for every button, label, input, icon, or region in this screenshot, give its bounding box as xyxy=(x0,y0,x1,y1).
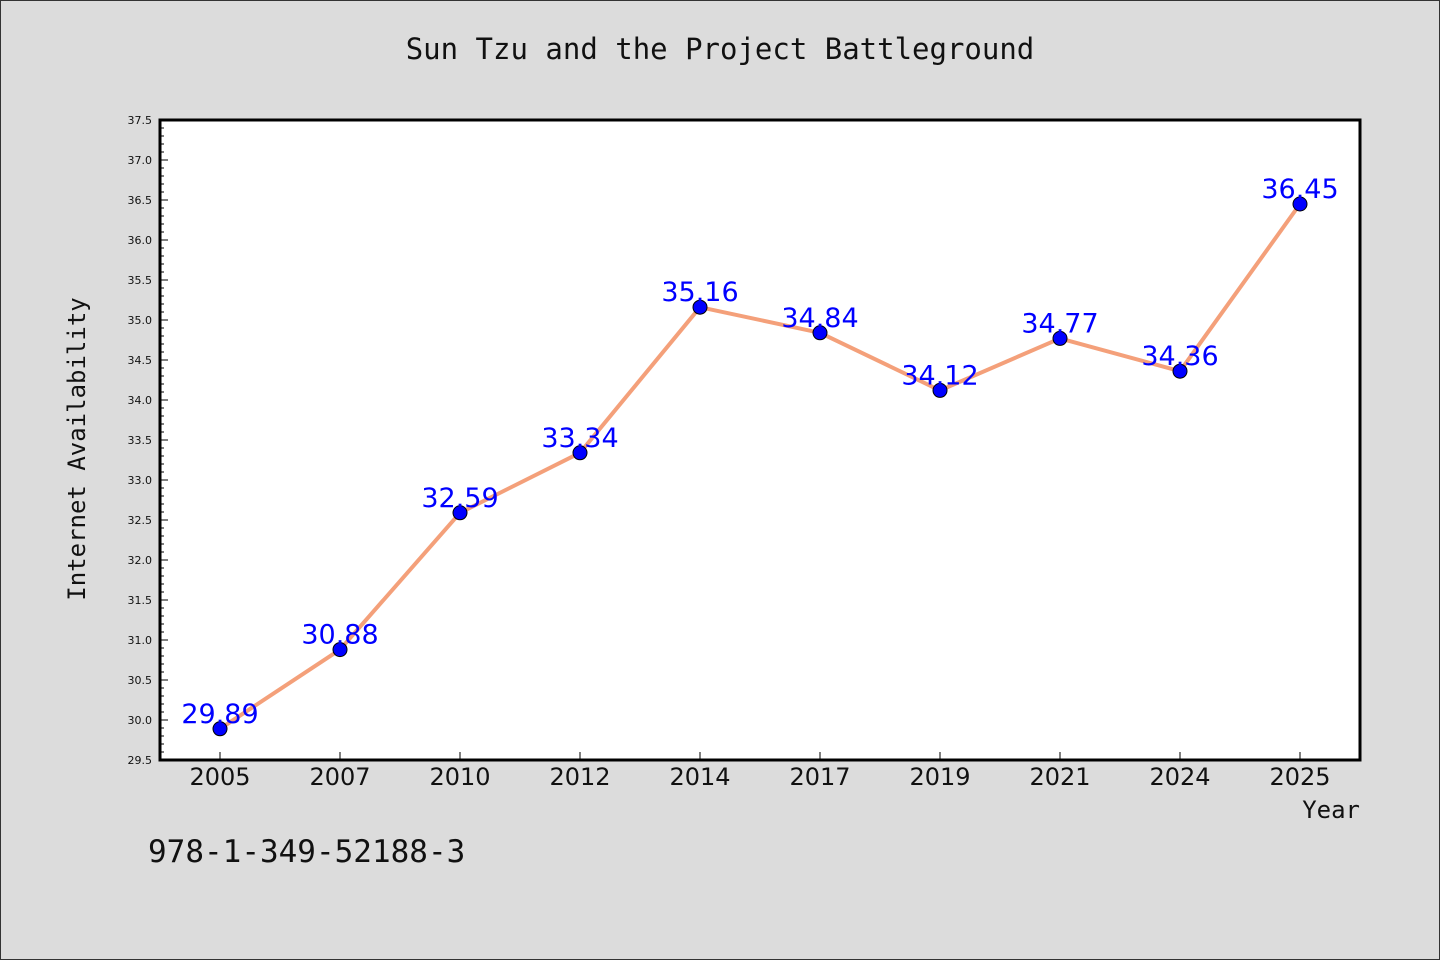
data-point xyxy=(452,505,468,521)
y-tick-label: 32.5 xyxy=(128,514,153,527)
x-tick-label: 2014 xyxy=(669,763,730,791)
data-label: 29.89 xyxy=(181,699,258,730)
y-tick-label: 30.5 xyxy=(128,674,153,687)
data-label: 34.36 xyxy=(1141,341,1218,372)
data-point xyxy=(812,325,828,341)
data-label: 34.12 xyxy=(901,360,978,391)
x-tick-label: 2005 xyxy=(189,763,250,791)
data-point xyxy=(1052,330,1068,346)
series-markers xyxy=(212,196,1308,737)
series-line xyxy=(218,202,1302,731)
y-axis-ticks: 29.5 30.0 30.5 31.0 31.5 32.0 32.5 33.0 33.5 34.0… xyxy=(128,114,168,767)
plot-area xyxy=(160,120,1360,760)
y-tick-label: 33.0 xyxy=(128,474,153,487)
data-label: 33.34 xyxy=(541,423,618,454)
data-point xyxy=(212,721,228,737)
x-axis-label: Year xyxy=(1302,796,1360,824)
y-tick-label: 34.5 xyxy=(128,354,153,367)
y-tick-label: 29.5 xyxy=(128,754,153,767)
isbn-footer-text: 978-1-349-52188-3 xyxy=(148,834,466,870)
data-label: 30.88 xyxy=(301,620,378,651)
data-label: 32.59 xyxy=(421,483,498,514)
data-label: 34.77 xyxy=(1021,308,1098,339)
x-tick-label: 2019 xyxy=(909,763,970,791)
data-point xyxy=(572,445,588,461)
data-point xyxy=(692,299,708,315)
y-tick-label: 31.5 xyxy=(128,594,153,607)
x-tick-label: 2017 xyxy=(789,763,850,791)
y-axis-label: Internet Availability xyxy=(63,297,91,601)
data-point xyxy=(1172,363,1188,379)
x-axis-ticks: 2005 2007 2010 2012 2014 2017 2019 2021 2024 2025 xyxy=(189,752,1331,791)
y-tick-label: 30.0 xyxy=(128,714,153,727)
x-tick-label: 2024 xyxy=(1149,763,1210,791)
y-tick-label: 37.5 xyxy=(128,114,153,127)
data-label: 34.84 xyxy=(781,303,858,334)
data-label: 36.45 xyxy=(1261,174,1338,205)
chart-title: Sun Tzu and the Project Battleground xyxy=(405,32,1035,66)
y-tick-label: 33.5 xyxy=(128,434,153,447)
x-tick-label: 2025 xyxy=(1269,763,1330,791)
data-label: 35.16 xyxy=(661,277,738,308)
y-tick-label: 37.0 xyxy=(128,154,153,167)
y-tick-label: 35.5 xyxy=(128,274,153,287)
data-point xyxy=(1292,196,1308,212)
x-tick-label: 2010 xyxy=(429,763,490,791)
data-labels: 29.89 30.88 32.59 33.34 35.16 34.84 34.12 34.77… xyxy=(181,174,1338,730)
y-tick-label: 36.5 xyxy=(128,194,153,207)
data-point xyxy=(932,382,948,398)
data-point xyxy=(332,642,348,658)
plot-border xyxy=(158,118,1362,762)
y-tick-label: 34.0 xyxy=(128,394,153,407)
x-tick-label: 2021 xyxy=(1029,763,1090,791)
x-tick-label: 2007 xyxy=(309,763,370,791)
y-tick-label: 35.0 xyxy=(128,314,153,327)
x-tick-label: 2012 xyxy=(549,763,610,791)
y-tick-label: 36.0 xyxy=(128,234,153,247)
y-tick-label: 32.0 xyxy=(128,554,153,567)
y-tick-label: 31.0 xyxy=(128,634,153,647)
